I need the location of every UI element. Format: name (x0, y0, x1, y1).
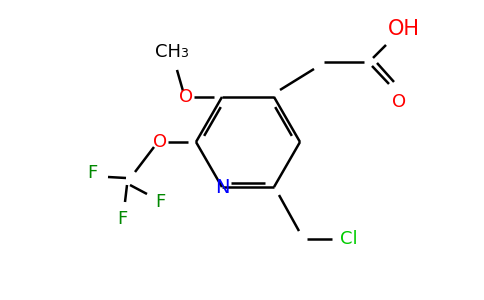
Text: O: O (392, 93, 406, 111)
Text: O: O (153, 133, 167, 151)
Text: O: O (179, 88, 193, 106)
Text: F: F (87, 164, 97, 182)
Text: F: F (117, 210, 127, 228)
Text: Cl: Cl (340, 230, 358, 248)
Text: OH: OH (388, 19, 420, 39)
Text: F: F (155, 193, 165, 211)
Text: 3: 3 (180, 47, 188, 61)
Text: N: N (215, 178, 229, 196)
Text: CH: CH (155, 43, 181, 61)
